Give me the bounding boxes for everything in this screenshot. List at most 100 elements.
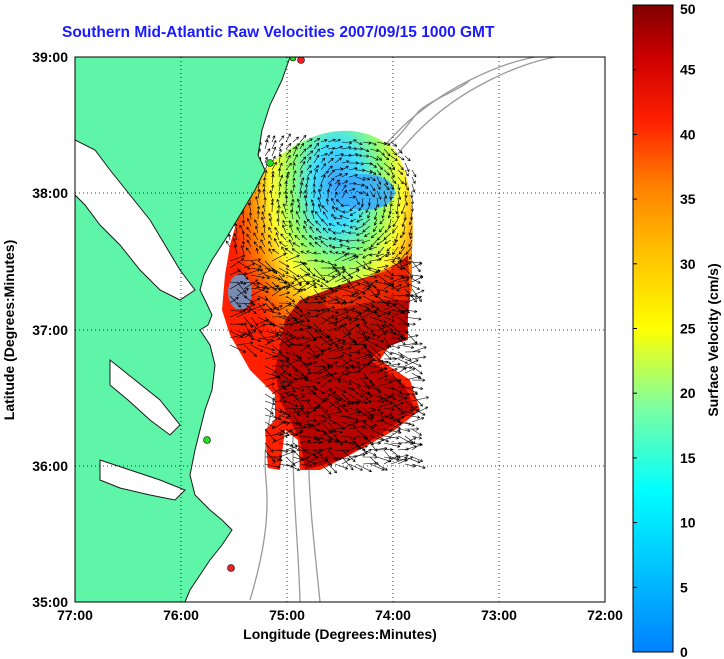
velocity-arrow [229, 254, 246, 262]
velocity-arrow [410, 204, 414, 212]
velocity-arrow [278, 330, 293, 338]
colorbar-tick-label: 30 [680, 256, 696, 272]
velocity-arrow [257, 302, 266, 314]
colorbar-tick-label: 45 [680, 62, 696, 78]
velocity-arrow [285, 378, 299, 388]
velocity-arrow [367, 211, 371, 219]
velocity-arrow [306, 405, 321, 416]
velocity-arrow [405, 246, 413, 255]
velocity-arrow [327, 337, 339, 348]
velocity-arrow [341, 435, 357, 440]
velocity-arrow [306, 170, 312, 178]
velocity-arrow [383, 141, 391, 146]
velocity-arrow [334, 270, 346, 276]
velocity-arrow [383, 155, 390, 161]
velocity-arrow [411, 396, 429, 402]
velocity-arrow [335, 251, 343, 255]
velocity-arrow [292, 184, 296, 192]
velocity-arrow [390, 284, 402, 290]
velocity-arrow [268, 227, 273, 234]
velocity-arrow [250, 323, 266, 332]
velocity-arrow [348, 318, 359, 325]
velocity-arrow [376, 393, 389, 403]
velocity-arrow [334, 323, 347, 332]
velocity-arrow [390, 176, 397, 184]
velocity-arrow [285, 357, 302, 367]
velocity-arrow [376, 374, 388, 381]
velocity-arrow [362, 310, 377, 318]
velocity-arrow [397, 396, 408, 402]
velocity-arrow [278, 450, 296, 458]
velocity-arrow [288, 232, 294, 241]
velocity-arrow [362, 408, 376, 416]
velocity-arrow [341, 421, 358, 430]
velocity-arrow [243, 303, 256, 311]
velocity-arrow [320, 314, 335, 325]
velocity-arrow [264, 281, 277, 291]
velocity-arrow [383, 162, 392, 170]
velocity-arrow [255, 225, 259, 234]
velocity-arrow [299, 372, 309, 379]
velocity-arrow [334, 354, 345, 360]
velocity-arrow [296, 219, 301, 227]
velocity-arrow [327, 339, 341, 346]
velocity-arrow [291, 248, 301, 255]
velocity-arrow [233, 244, 238, 255]
velocity-arrow [400, 239, 406, 250]
velocity-arrow [390, 310, 406, 318]
velocity-arrow [348, 424, 366, 430]
velocity-arrow [299, 358, 311, 372]
velocity-arrow [278, 393, 294, 402]
velocity-arrow [397, 344, 415, 349]
velocity-arrow [404, 162, 410, 173]
velocity-arrow [369, 337, 385, 343]
velocity-arrow [364, 232, 371, 237]
velocity-arrow [250, 260, 262, 268]
velocity-arrow [288, 239, 294, 248]
velocity-arrow [255, 196, 259, 206]
velocity-arrow [257, 288, 269, 294]
velocity-arrow [334, 400, 349, 412]
velocity-arrow [309, 226, 315, 234]
velocity-arrow [341, 316, 353, 321]
velocity-arrow [362, 253, 371, 259]
velocity-arrow [306, 295, 318, 300]
velocity-arrow [322, 227, 329, 234]
velocity-arrow [313, 449, 323, 457]
velocity-arrow [271, 372, 286, 384]
velocity-arrow [334, 365, 349, 369]
velocity-arrow [411, 260, 421, 273]
velocity-arrow [314, 237, 322, 241]
velocity-arrow [278, 389, 296, 395]
velocity-arrow [262, 183, 266, 192]
velocity-arrow [250, 297, 261, 304]
velocity-arrow [274, 227, 280, 234]
velocity-arrow [284, 181, 288, 192]
velocity-arrow [363, 246, 371, 252]
velocity-arrow [292, 242, 301, 248]
velocity-arrow [292, 136, 300, 143]
velocity-arrow [334, 253, 348, 262]
velocity-arrow [348, 342, 367, 347]
velocity-arrow [320, 298, 339, 304]
velocity-arrow [404, 367, 416, 374]
velocity-arrow [404, 274, 421, 284]
velocity-arrow [282, 220, 287, 227]
velocity-arrow [300, 243, 308, 248]
velocity-arrow [376, 311, 392, 318]
velocity-arrow [411, 289, 425, 297]
velocity-arrow [383, 303, 397, 311]
velocity-arrow [277, 167, 282, 178]
velocity-arrow [292, 376, 307, 381]
velocity-arrow [369, 316, 387, 324]
velocity-arrow [333, 216, 343, 220]
velocity-arrow [376, 358, 392, 365]
velocity-arrow [341, 340, 357, 346]
velocity-arrow [271, 302, 279, 311]
velocity-arrow [329, 250, 336, 255]
velocity-arrow [313, 281, 324, 288]
velocity-arrow [369, 141, 377, 146]
velocity-arrow [278, 260, 290, 268]
velocity-arrow [334, 315, 350, 325]
velocity-arrow [320, 145, 330, 150]
